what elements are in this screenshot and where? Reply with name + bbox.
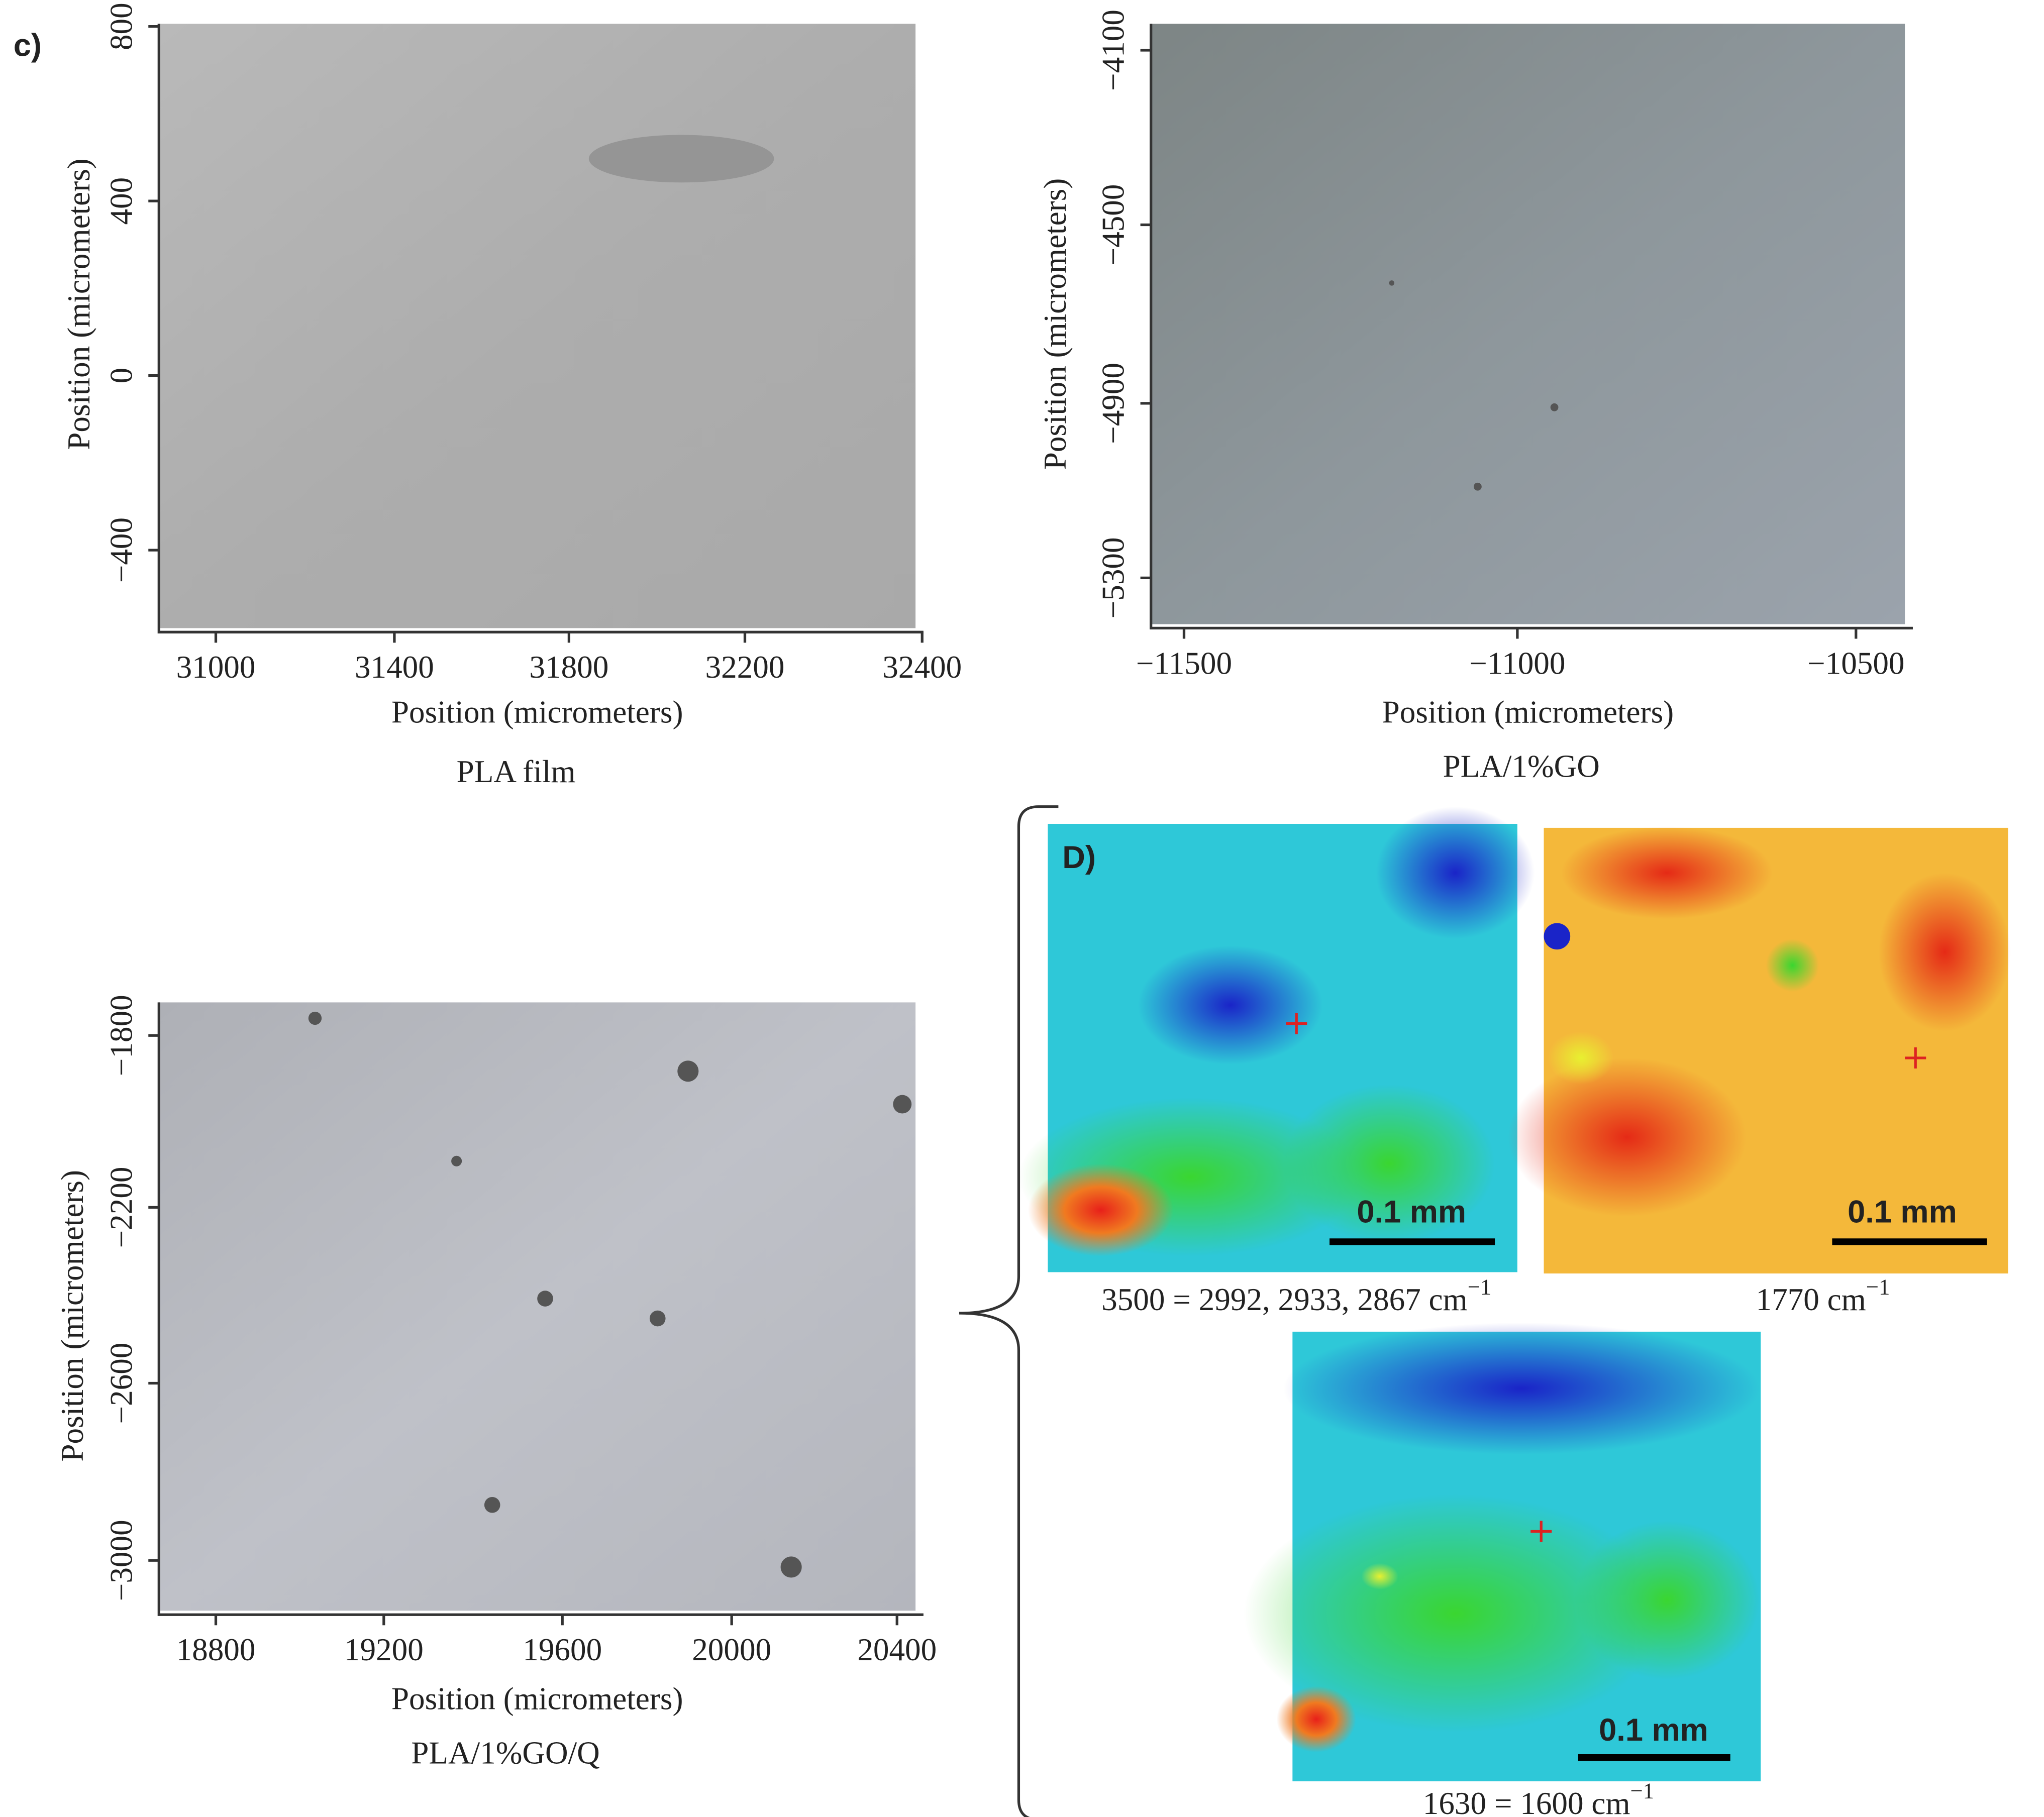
caption: PLA film — [457, 754, 576, 789]
y-tick-label: −400 — [104, 517, 139, 583]
caption-superscript: −1 — [1630, 1778, 1655, 1803]
scale-bar-label: 0.1 mm — [1599, 1713, 1708, 1748]
y-tick-label: 0 — [104, 368, 139, 384]
y-tick-label: −4900 — [1096, 363, 1131, 444]
y-tick-label: −3000 — [104, 1520, 139, 1601]
y-tick-label: −5300 — [1096, 537, 1131, 618]
micrograph-feature — [588, 135, 774, 183]
y-tick-label: 800 — [104, 3, 139, 50]
caption: 1630 = 1600 cm−1 — [1423, 1778, 1654, 1817]
x-tick-label: 19600 — [523, 1632, 602, 1667]
caption: 3500 = 2992, 2933, 2867 cm−1 — [1101, 1274, 1491, 1317]
caption: 1770 cm−1 — [1756, 1274, 1890, 1317]
caption-text: 3500 = 2992, 2933, 2867 cm — [1101, 1281, 1468, 1317]
scale-bar-label: 0.1 mm — [1848, 1194, 1957, 1229]
y-tick-label: −2200 — [104, 1166, 139, 1248]
x-tick-label: −10500 — [1807, 646, 1905, 681]
y-tick-label: −4500 — [1096, 184, 1131, 266]
x-axis-label: Position (micrometers) — [391, 695, 683, 730]
caption-text: 1770 cm — [1756, 1281, 1866, 1317]
x-tick-label: 31800 — [529, 650, 608, 685]
x-axis-label: Position (micrometers) — [1382, 695, 1674, 730]
caption-text: 1630 = 1600 cm — [1423, 1785, 1630, 1817]
particles — [308, 280, 1559, 1578]
x-tick-label: 19200 — [344, 1632, 424, 1667]
panel-label: c) — [14, 28, 42, 63]
micrographs — [159, 24, 1905, 1611]
micrograph — [159, 1002, 916, 1611]
x-tick-label: 32200 — [705, 650, 785, 685]
x-tick-label: −11000 — [1469, 646, 1565, 681]
caption: PLA/1%GO/Q — [411, 1735, 599, 1770]
y-tick-label: −2600 — [104, 1343, 139, 1424]
heat-maps — [959, 805, 2011, 1817]
brace — [959, 805, 1059, 1817]
axes — [157, 24, 924, 633]
y-axis-label: Position (micrometers) — [1038, 178, 1073, 470]
y-tick-label: −1800 — [104, 995, 139, 1076]
x-tick-label: 20400 — [857, 1632, 937, 1667]
caption-superscript: −1 — [1468, 1274, 1492, 1300]
y-tick-label: −4100 — [1096, 10, 1131, 91]
caption-superscript: −1 — [1866, 1274, 1890, 1300]
y-axis-label: Position (micrometers) — [55, 1170, 90, 1462]
x-tick-label: 32400 — [882, 650, 962, 685]
y-tick-label: 400 — [104, 177, 139, 225]
y-axis-label: Position (micrometers) — [61, 158, 96, 450]
x-tick-label: 20000 — [692, 1632, 771, 1667]
panel-label: D) — [1062, 840, 1096, 875]
micrograph — [159, 24, 916, 628]
x-tick-label: 18800 — [176, 1632, 256, 1667]
x-axis-label: Position (micrometers) — [391, 1681, 683, 1716]
x-tick-label: 31000 — [176, 650, 256, 685]
caption: PLA/1%GO — [1443, 749, 1600, 784]
x-tick-label: 31400 — [355, 650, 434, 685]
scale-bar-label: 0.1 mm — [1357, 1194, 1466, 1229]
x-tick-label: −11500 — [1136, 646, 1232, 681]
micrograph — [1151, 24, 1905, 624]
